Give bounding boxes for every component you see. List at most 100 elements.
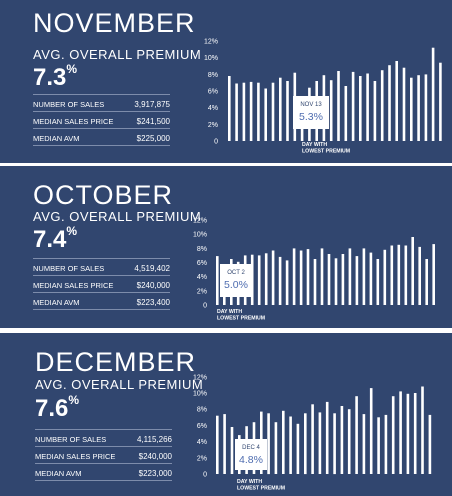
- stat-value: 4,115,266: [137, 435, 172, 444]
- stat-value: 4,519,402: [134, 264, 170, 273]
- stats-row: MEDIAN AVM $223,400: [33, 293, 170, 310]
- bar: [431, 47, 435, 142]
- stats-row: MEDIAN SALES PRICE $241,500: [33, 112, 170, 129]
- lowest-day-annotation: DAY WITH: [302, 142, 327, 148]
- bar: [424, 74, 428, 141]
- bar: [344, 86, 348, 141]
- subtitle: AVG. OVERALL PREMIUM: [33, 209, 202, 224]
- y-tick-label: 2%: [197, 455, 207, 462]
- bar: [264, 88, 267, 141]
- bar: [257, 82, 260, 141]
- bar: [264, 253, 268, 305]
- bar: [413, 393, 417, 474]
- bar: [327, 254, 331, 305]
- premium-unit: %: [66, 224, 78, 238]
- y-tick-label: 12%: [204, 39, 218, 46]
- y-tick-label: 6%: [197, 260, 207, 267]
- lowest-day-annotation: LOWEST PREMIUM: [217, 316, 265, 322]
- lowest-day-annotation: LOWEST PREMIUM: [302, 149, 350, 155]
- stat-value: $223,000: [138, 469, 172, 478]
- y-tick-label: 10%: [193, 232, 207, 239]
- bar: [383, 249, 387, 305]
- bar: [351, 71, 355, 141]
- stat-label: NUMBER OF SALES: [35, 435, 107, 444]
- stat-label: NUMBER OF SALES: [33, 100, 105, 109]
- bar: [334, 258, 338, 305]
- y-tick-label: 8%: [197, 246, 207, 253]
- bar: [271, 250, 275, 305]
- bar: [421, 386, 424, 474]
- stat-label: NUMBER OF SALES: [33, 264, 105, 273]
- bar: [410, 77, 413, 141]
- stats-table: NUMBER OF SALES 4,115,266 MEDIAN SALES PR…: [35, 429, 172, 481]
- bar: [425, 259, 428, 305]
- bar: [355, 256, 359, 305]
- bar: [285, 260, 289, 305]
- stats-row: NUMBER OF SALES 4,519,402: [33, 259, 170, 276]
- y-tick-label: 2%: [197, 288, 207, 295]
- bar: [304, 413, 307, 475]
- bar: [257, 255, 261, 305]
- panel-october: OCTOBER AVG. OVERALL PREMIUM 7.4% NUMBER…: [0, 166, 452, 328]
- lowest-day-annotation: DAY WITH: [217, 309, 242, 315]
- stats-row: MEDIAN AVM $223,000: [35, 464, 172, 481]
- y-tick-label: 6%: [208, 89, 218, 96]
- stat-value: $223,400: [136, 298, 170, 307]
- bar: [296, 423, 300, 474]
- bar: [404, 245, 408, 305]
- stat-value: $241,500: [136, 117, 170, 126]
- stat-label: MEDIAN AVM: [35, 469, 82, 478]
- stat-label: MEDIAN SALES PRICE: [35, 452, 116, 461]
- bar: [347, 409, 351, 474]
- y-tick-label: 8%: [208, 72, 218, 79]
- bar: [355, 396, 358, 474]
- bar: [282, 410, 285, 474]
- lowest-day-callout: [235, 439, 267, 470]
- stat-value: 3,917,875: [134, 100, 170, 109]
- bar: [376, 259, 380, 305]
- callout-value: 4.8%: [239, 454, 263, 466]
- premium-unit: %: [66, 62, 78, 76]
- bar-chart-november: 12% 10% 8% 6% 4% 2% 0 NOV 13 5.3% DAY WITHLOWEST …: [204, 39, 442, 155]
- y-tick-label: 12%: [193, 374, 207, 381]
- stats-table: NUMBER OF SALES 3,917,875 MEDIAN SALES PR…: [33, 94, 170, 146]
- y-tick-label: 8%: [197, 407, 207, 414]
- stat-label: MEDIAN SALES PRICE: [33, 281, 114, 290]
- bar: [274, 422, 278, 474]
- y-tick-label: 4%: [208, 105, 218, 112]
- bar: [388, 65, 391, 141]
- bar: [286, 81, 289, 141]
- bar: [228, 76, 231, 141]
- stats-row: MEDIAN SALES PRICE $240,000: [35, 447, 172, 464]
- bar: [369, 252, 373, 305]
- stats-row: MEDIAN AVM $225,000: [33, 129, 170, 146]
- bar: [278, 256, 282, 305]
- bar: [406, 393, 410, 474]
- bar: [399, 391, 402, 474]
- premium-value: 7.4%: [33, 224, 78, 253]
- subtitle: AVG. OVERALL PREMIUM: [33, 47, 202, 62]
- bar: [292, 248, 296, 305]
- stats-row: NUMBER OF SALES 3,917,875: [33, 95, 170, 112]
- bar: [373, 81, 377, 141]
- y-tick-label: 0: [203, 472, 207, 479]
- y-tick-label: 4%: [197, 439, 207, 446]
- bar: [216, 415, 219, 474]
- bar: [377, 417, 380, 474]
- bar: [362, 248, 366, 305]
- bar: [249, 81, 253, 141]
- bar: [223, 414, 226, 474]
- stats-row: NUMBER OF SALES 4,115,266: [35, 430, 172, 447]
- bar: [250, 254, 254, 305]
- bar: [271, 82, 275, 141]
- bar: [417, 75, 420, 141]
- stats-row: MEDIAN SALES PRICE $240,000: [33, 276, 170, 293]
- bar: [325, 401, 329, 474]
- bar: [216, 256, 219, 305]
- bar: [348, 248, 352, 305]
- panel-december: DECEMBER AVG. OVERALL PREMIUM 7.6% NUMBE…: [0, 333, 452, 496]
- y-tick-label: 0: [203, 303, 207, 310]
- bar: [428, 414, 432, 474]
- premium-unit: %: [68, 393, 80, 407]
- bar: [289, 416, 292, 474]
